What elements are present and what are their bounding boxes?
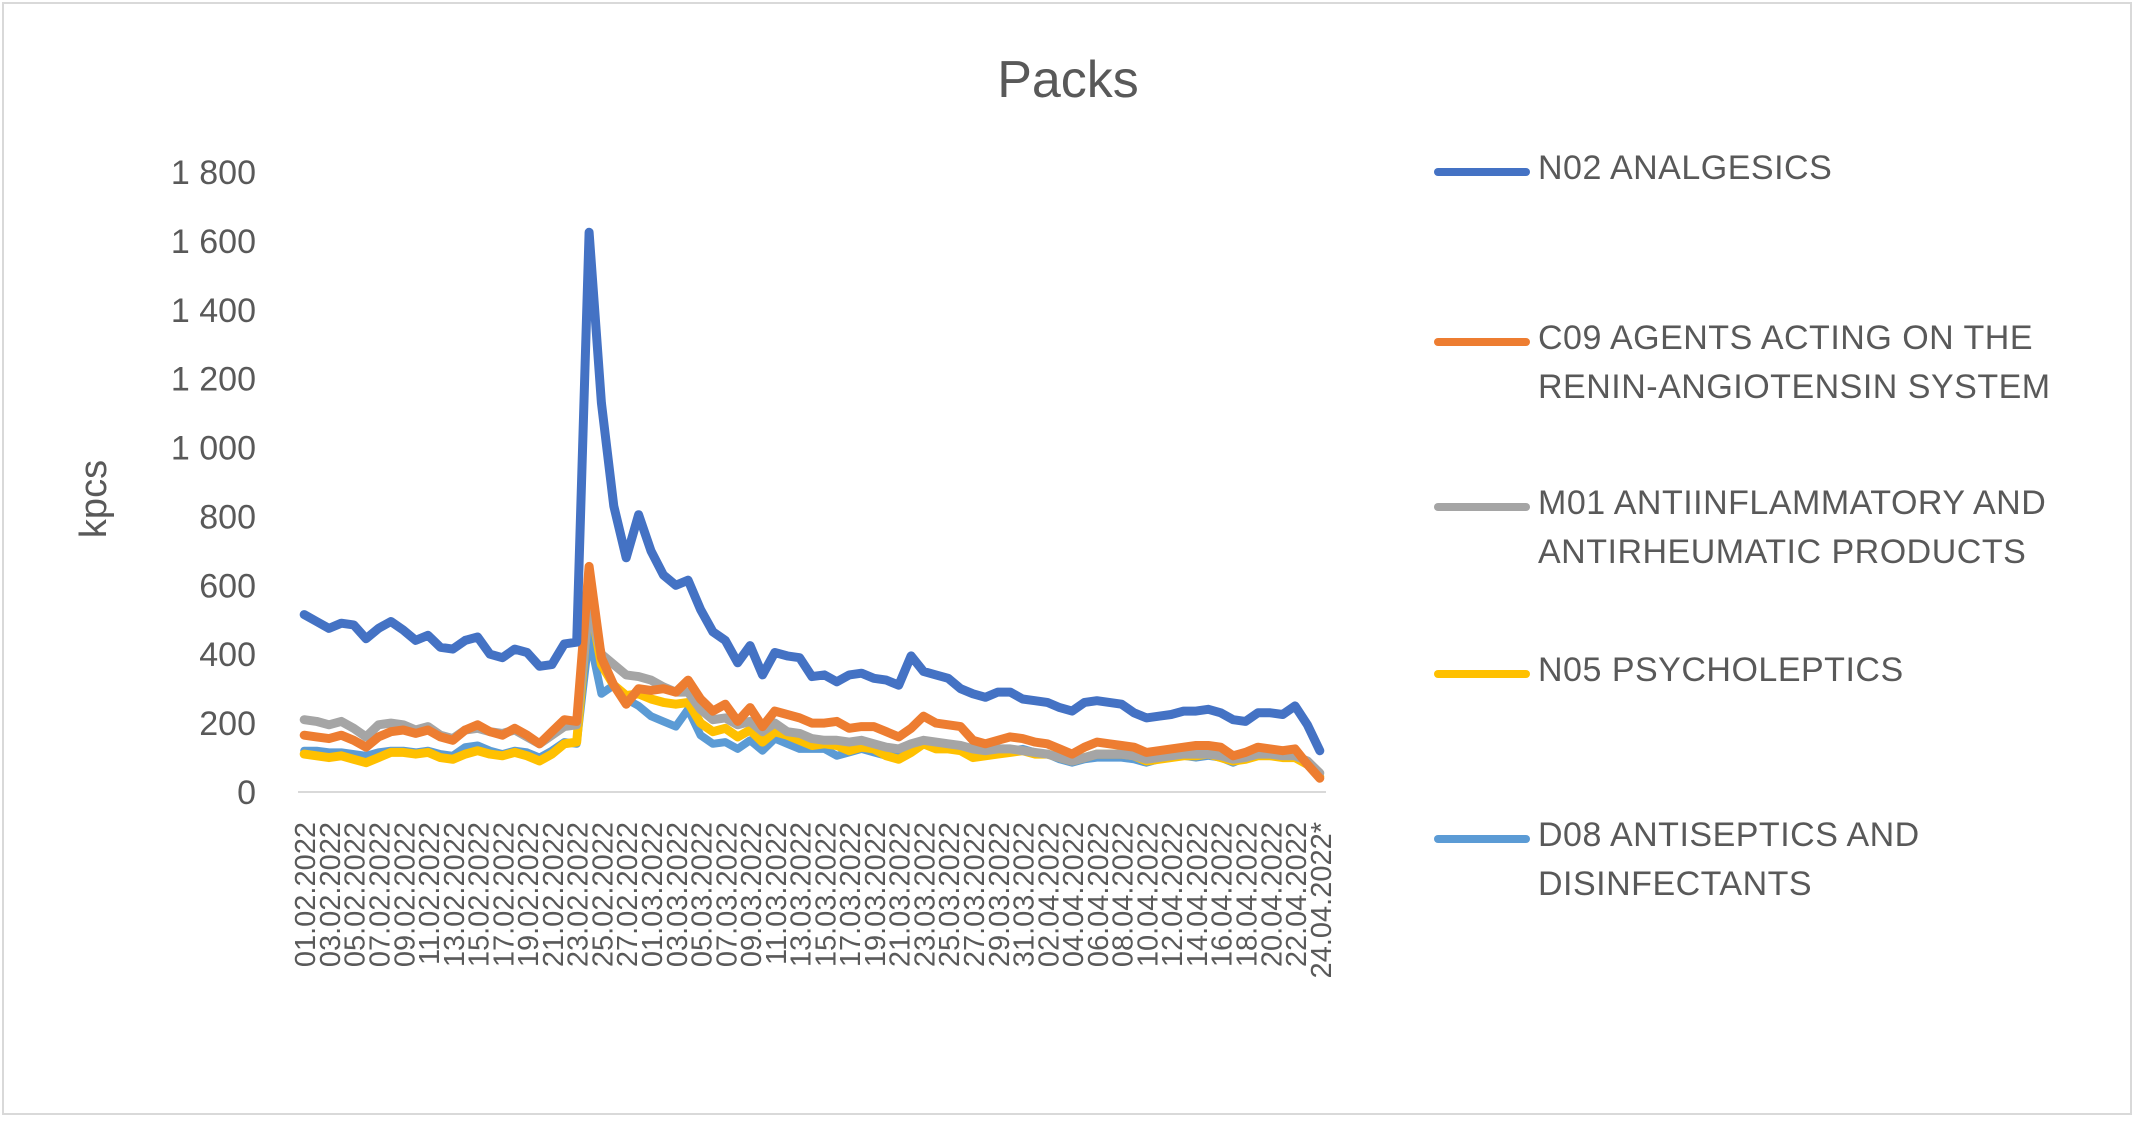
x-tick-label: 27.03.2022 xyxy=(959,822,991,967)
y-tick-label: 1 000 xyxy=(171,430,256,468)
series-line xyxy=(299,561,1325,783)
y-axis-ticks: 0 200 400 600 800 1 000 1 200 1 400 1 600 1 800 xyxy=(171,154,256,812)
legend-item: N02 ANALGESICS xyxy=(1434,144,2124,193)
y-tick-label: 1 200 xyxy=(171,361,256,399)
x-tick-label: 09.03.2022 xyxy=(736,822,768,967)
x-axis-ticks: 01.02.202203.02.202205.02.202207.02.2022… xyxy=(290,822,1338,978)
y-tick-label: 600 xyxy=(199,567,256,605)
chart-title: Packs xyxy=(997,51,1139,109)
legend-swatch xyxy=(1434,503,1530,511)
x-tick-label: 19.02.2022 xyxy=(513,822,545,967)
legend-item: M01 ANTIINFLAMMATORY AND ANTIRHEUMATIC P… xyxy=(1434,479,2124,577)
legend-swatch xyxy=(1434,670,1530,678)
legend-label: N02 ANALGESICS xyxy=(1538,149,1833,187)
y-tick-label: 0 xyxy=(237,774,256,812)
x-tick-label: 11.03.2022 xyxy=(761,822,793,965)
y-tick-label: 1 400 xyxy=(171,292,256,330)
legend-label: M01 ANTIINFLAMMATORY AND ANTIRHEUMATIC P… xyxy=(1538,484,2047,571)
x-tick-label: 25.03.2022 xyxy=(934,822,966,967)
y-axis-label: kpcs xyxy=(73,460,115,538)
x-tick-label: 21.03.2022 xyxy=(885,822,917,967)
legend-label: N05 PSYCHOLEPTICS xyxy=(1538,651,1904,689)
x-tick-label: 13.02.2022 xyxy=(439,822,471,967)
x-tick-label: 23.02.2022 xyxy=(563,822,595,967)
x-tick-label: 25.02.2022 xyxy=(587,822,619,967)
series-lines xyxy=(299,227,1325,783)
legend-item: D08 ANTISEPTICS AND DISINFECTANTS xyxy=(1434,811,2124,909)
x-tick-label: 14.04.2022 xyxy=(1182,822,1214,967)
x-tick-label: 24.04.2022* xyxy=(1306,822,1338,978)
x-tick-label: 03.02.2022 xyxy=(315,822,347,967)
x-tick-label: 18.04.2022 xyxy=(1231,822,1263,967)
x-tick-label: 05.02.2022 xyxy=(340,822,372,967)
x-tick-label: 22.04.2022 xyxy=(1281,822,1313,967)
legend-swatch xyxy=(1434,168,1530,176)
x-tick-label: 11.02.2022 xyxy=(414,822,446,965)
x-tick-label: 02.04.2022 xyxy=(1033,822,1065,967)
legend-item: N05 PSYCHOLEPTICS xyxy=(1434,646,2124,695)
x-tick-label: 29.03.2022 xyxy=(984,822,1016,967)
line-chart: Packs kpcs 0 200 400 600 800 1 000 1 200 1 400 1… xyxy=(73,51,1338,978)
legend-item: C09 AGENTS ACTING ON THE RENIN-ANGIOTENS… xyxy=(1434,314,2124,412)
x-tick-label: 15.02.2022 xyxy=(464,822,496,967)
x-tick-label: 09.02.2022 xyxy=(389,822,421,967)
legend-label: C09 AGENTS ACTING ON THE RENIN-ANGIOTENS… xyxy=(1538,319,2051,406)
x-tick-label: 07.02.2022 xyxy=(365,822,397,967)
x-tick-label: 12.04.2022 xyxy=(1157,822,1189,967)
x-tick-label: 17.02.2022 xyxy=(488,822,520,967)
x-tick-label: 15.03.2022 xyxy=(810,822,842,967)
y-tick-label: 200 xyxy=(199,705,256,743)
x-tick-label: 20.04.2022 xyxy=(1256,822,1288,967)
x-tick-label: 08.04.2022 xyxy=(1108,822,1140,967)
y-tick-label: 400 xyxy=(199,636,256,674)
legend-swatch xyxy=(1434,338,1530,346)
y-tick-label: 1 600 xyxy=(171,223,256,261)
series-line xyxy=(299,227,1325,756)
x-tick-label: 01.02.2022 xyxy=(290,822,322,967)
x-tick-label: 21.02.2022 xyxy=(538,822,570,967)
x-tick-label: 05.03.2022 xyxy=(687,822,719,967)
x-tick-label: 13.03.2022 xyxy=(786,822,818,967)
x-tick-label: 27.02.2022 xyxy=(612,822,644,967)
x-tick-label: 06.04.2022 xyxy=(1083,822,1115,967)
x-tick-label: 04.04.2022 xyxy=(1058,822,1090,967)
legend-label: D08 ANTISEPTICS AND DISINFECTANTS xyxy=(1538,816,1920,903)
x-tick-label: 19.03.2022 xyxy=(860,822,892,967)
x-tick-label: 07.03.2022 xyxy=(711,822,743,967)
x-tick-label: 23.03.2022 xyxy=(909,822,941,967)
x-tick-label: 01.03.2022 xyxy=(637,822,669,967)
x-tick-label: 16.04.2022 xyxy=(1207,822,1239,967)
x-tick-label: 03.03.2022 xyxy=(662,822,694,967)
y-tick-label: 1 800 xyxy=(171,154,256,192)
x-tick-label: 10.04.2022 xyxy=(1132,822,1164,967)
y-tick-label: 800 xyxy=(199,498,256,536)
legend-swatch xyxy=(1434,835,1530,843)
x-tick-label: 31.03.2022 xyxy=(1009,822,1041,967)
x-tick-label: 17.03.2022 xyxy=(835,822,867,967)
